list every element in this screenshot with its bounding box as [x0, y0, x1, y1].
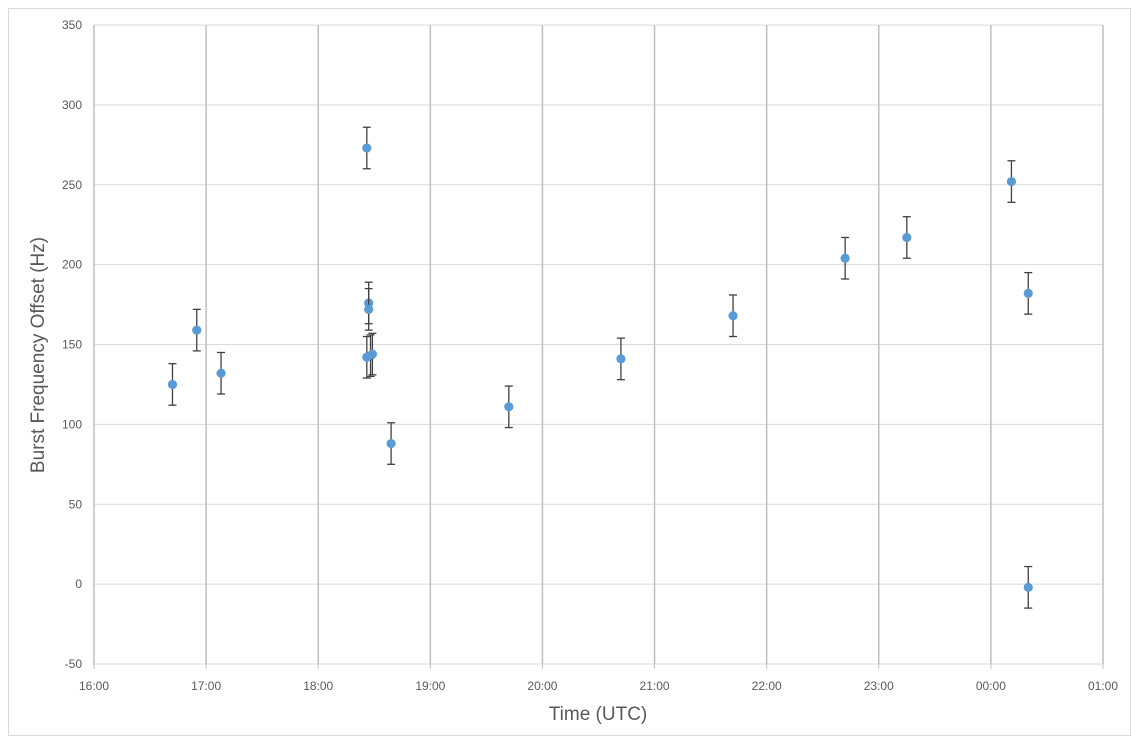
data-point — [902, 216, 912, 259]
chart-frame — [8, 8, 1131, 736]
x-tick-label: 00:00 — [976, 679, 1006, 693]
y-axis-title: Burst Frequency Offset (Hz) — [28, 237, 49, 473]
marker — [1023, 288, 1033, 298]
x-tick-label: 21:00 — [640, 679, 670, 693]
marker — [362, 143, 372, 153]
data-points — [167, 126, 1033, 609]
data-point — [1023, 565, 1033, 609]
y-tick-labels: 350 300 250 200 150 100 50 0 -50 — [62, 18, 82, 671]
x-tick-label: 18:00 — [303, 679, 333, 693]
data-point — [1023, 271, 1033, 315]
y-tick-label: 350 — [62, 18, 82, 32]
marker — [840, 253, 850, 263]
marker — [216, 368, 226, 378]
marker — [728, 311, 738, 321]
x-tick-label: 17:00 — [191, 679, 221, 693]
marker — [1023, 582, 1033, 592]
data-point — [504, 385, 514, 429]
marker — [364, 304, 374, 314]
x-tick-label: 22:00 — [752, 679, 782, 693]
y-tick-label: 300 — [62, 98, 82, 112]
x-tick-label: 23:00 — [864, 679, 894, 693]
marker — [1006, 176, 1017, 187]
y-tick-label: 250 — [62, 178, 82, 192]
x-tick-label: 19:00 — [415, 679, 445, 693]
x-tick-label: 20:00 — [527, 679, 557, 693]
marker — [386, 438, 396, 449]
marker — [616, 354, 626, 364]
grid-lines — [93, 24, 1104, 669]
marker — [504, 402, 514, 412]
data-point — [364, 287, 374, 331]
y-tick-label: 0 — [75, 577, 82, 591]
marker — [367, 349, 378, 359]
x-axis-title: Time (UTC) — [549, 704, 648, 725]
marker — [192, 325, 202, 335]
data-point — [840, 236, 850, 280]
data-point — [616, 337, 626, 381]
y-tick-label: 200 — [62, 258, 82, 272]
data-point — [167, 363, 178, 406]
x-tick-labels: 16:00 17:00 18:00 19:00 20:00 21:00 22:00 23:00… — [79, 679, 1118, 693]
data-point — [728, 294, 738, 338]
x-tick-label: 16:00 — [79, 679, 109, 693]
y-tick-label: 50 — [69, 497, 83, 511]
y-tick-label: 150 — [62, 338, 82, 352]
marker — [902, 232, 912, 243]
data-point — [386, 422, 396, 465]
data-point — [367, 332, 378, 376]
y-tick-label: -50 — [65, 657, 83, 671]
data-point — [216, 351, 226, 395]
x-tick-label: 01:00 — [1088, 679, 1118, 693]
data-point — [362, 126, 372, 170]
marker — [167, 379, 178, 390]
y-tick-label: 100 — [62, 417, 82, 431]
data-point — [1006, 160, 1017, 203]
data-point — [192, 308, 202, 352]
